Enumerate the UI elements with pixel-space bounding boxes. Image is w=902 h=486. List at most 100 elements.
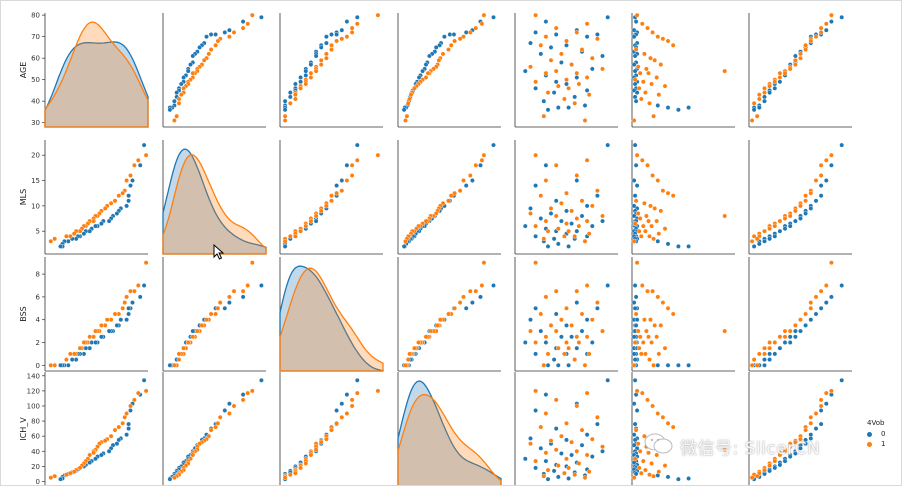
- scatter-point-0: [762, 94, 767, 100]
- scatter-point-1: [231, 403, 237, 409]
- scatter-point-1: [249, 12, 255, 18]
- scatter-point-1: [292, 470, 298, 476]
- scatter-point-0: [538, 445, 544, 451]
- scatter-point-0: [213, 32, 219, 37]
- scatter-point-0: [126, 421, 132, 427]
- scatter-point-1: [660, 414, 666, 420]
- scatter-point-0: [478, 162, 483, 168]
- y-axis-label: BSS: [19, 306, 28, 322]
- scatter-point-1: [762, 85, 767, 91]
- scatter-point-0: [106, 328, 112, 334]
- scatter-point-1: [638, 351, 644, 357]
- scatter-point-0: [787, 334, 793, 340]
- scatter-point-1: [569, 62, 574, 67]
- scatter-point-0: [538, 328, 544, 334]
- scatter-point-1: [631, 362, 637, 368]
- scatter-point-1: [762, 90, 767, 96]
- scatter-point-1: [649, 340, 654, 345]
- scatter-point-0: [416, 75, 422, 80]
- scatter-point-0: [631, 351, 637, 357]
- scatter-point-0: [126, 311, 132, 317]
- scatter-point-0: [447, 32, 453, 37]
- scatter-point-1: [329, 427, 334, 433]
- scatter-point-1: [589, 203, 595, 209]
- scatter-point-0: [818, 408, 824, 413]
- scatter-point-0: [634, 183, 640, 189]
- scatter-point-1: [632, 456, 638, 462]
- scatter-point-1: [282, 118, 288, 123]
- scatter-point-1: [287, 233, 293, 239]
- scatter-point-1: [190, 334, 196, 340]
- scatter-point-1: [579, 47, 585, 52]
- scatter-point-1: [749, 475, 755, 481]
- scatter-point-1: [349, 173, 355, 178]
- scatter-point-1: [403, 118, 408, 123]
- scatter-point-0: [767, 90, 772, 96]
- scatter-point-0: [553, 311, 559, 317]
- scatter-point-1: [772, 79, 778, 85]
- subplot-BSS-col6: [631, 257, 735, 372]
- scatter-point-0: [605, 283, 611, 288]
- scatter-point-1: [204, 317, 209, 323]
- scatter-point-1: [660, 188, 666, 194]
- scatter-point-1: [767, 83, 772, 89]
- scatter-point-1: [562, 233, 567, 239]
- scatter-point-1: [751, 233, 757, 239]
- scatter-point-1: [584, 452, 590, 458]
- scatter-point-1: [654, 218, 660, 224]
- scatter-point-1: [642, 51, 647, 57]
- scatter-point-0: [839, 14, 845, 20]
- scatter-point-1: [533, 152, 538, 158]
- subplot-AGE-MLS: [162, 12, 266, 128]
- scatter-point-1: [339, 36, 345, 42]
- scatter-point-0: [318, 45, 324, 50]
- scatter-point-1: [245, 283, 251, 288]
- scatter-point-0: [632, 53, 638, 59]
- scatter-point-0: [803, 322, 808, 328]
- scatter-point-0: [553, 79, 559, 85]
- scatter-point-1: [548, 205, 554, 211]
- scatter-point-1: [292, 233, 298, 239]
- scatter-point-1: [308, 70, 314, 76]
- scatter-point-0: [106, 448, 112, 454]
- scatter-point-0: [354, 142, 360, 148]
- scatter-point-1: [329, 198, 334, 204]
- scatter-point-1: [813, 34, 819, 40]
- scatter-point-0: [538, 216, 544, 221]
- scatter-point-0: [633, 98, 639, 104]
- scatter-point-0: [564, 42, 569, 48]
- scatter-point-1: [555, 345, 561, 351]
- y-tick-label: 80: [31, 418, 40, 426]
- scatter-point-1: [584, 283, 590, 288]
- scatter-point-0: [782, 226, 788, 232]
- subplot-AGE-col7: [748, 12, 852, 128]
- scatter-point-0: [463, 183, 469, 189]
- scatter-point-1: [543, 334, 549, 340]
- scatter-point-1: [128, 288, 133, 294]
- scatter-point-1: [639, 390, 645, 396]
- scatter-point-0: [69, 357, 75, 362]
- scatter-point-0: [813, 198, 819, 204]
- scatter-point-1: [582, 475, 588, 481]
- scatter-point-1: [77, 345, 83, 351]
- scatter-point-0: [772, 351, 778, 357]
- scatter-point-1: [176, 357, 182, 362]
- scatter-point-1: [574, 334, 580, 340]
- scatter-point-1: [533, 223, 538, 229]
- scatter-point-0: [533, 85, 538, 91]
- scatter-point-0: [441, 34, 447, 40]
- scatter-point-1: [756, 92, 762, 98]
- scatter-point-1: [528, 211, 533, 216]
- scatter-point-0: [197, 45, 203, 50]
- scatter-point-0: [308, 62, 314, 67]
- scatter-point-1: [572, 233, 578, 239]
- scatter-point-1: [643, 90, 648, 96]
- scatter-point-1: [112, 427, 118, 433]
- scatter-point-0: [582, 103, 588, 108]
- scatter-point-0: [298, 75, 303, 80]
- scatter-point-1: [559, 51, 564, 57]
- scatter-point-1: [655, 294, 661, 300]
- scatter-point-1: [632, 221, 638, 227]
- scatter-point-0: [553, 198, 559, 204]
